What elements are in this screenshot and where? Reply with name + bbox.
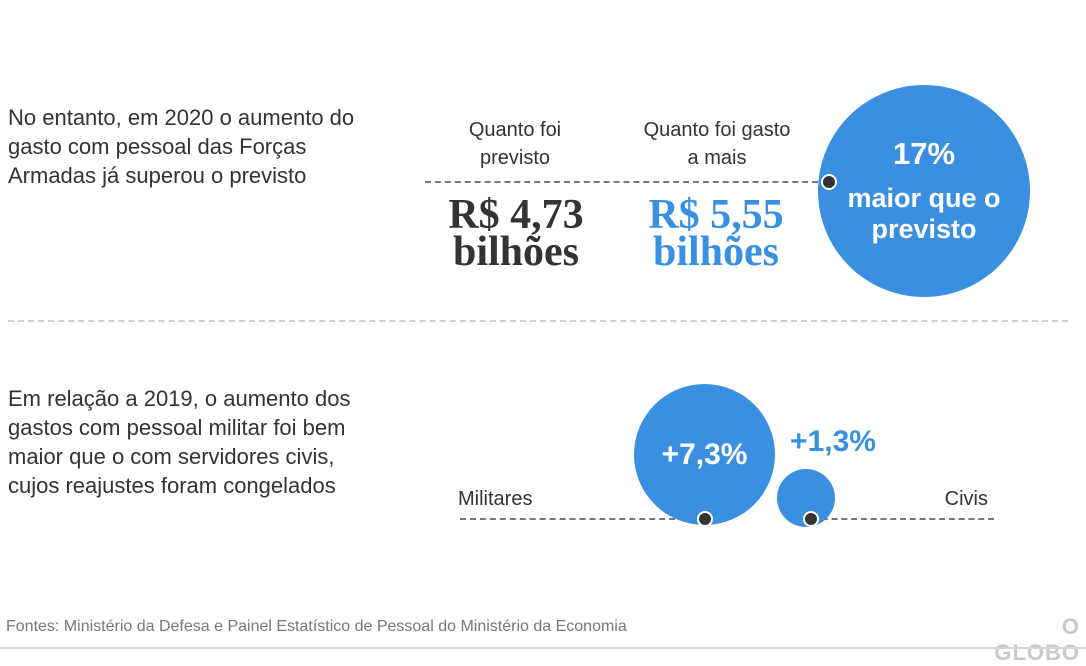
forecast-value: R$ 4,73 bilhões (448, 192, 584, 275)
civil-label: Civis (944, 488, 988, 510)
military-connector-dot (697, 511, 713, 527)
spent-value: R$ 5,55 bilhões (648, 192, 784, 275)
military-baseline (460, 518, 705, 520)
footer-rule (0, 647, 1086, 649)
sources-note: Fontes: Ministério da Defesa e Painel Es… (6, 618, 627, 635)
o-globo-logo: O GLOBO (994, 614, 1080, 665)
section-divider (8, 320, 1068, 322)
military-label: Militares (458, 488, 533, 510)
excess-caption: maior que o previsto (847, 183, 1001, 244)
civil-increase-value: +1,3% (790, 425, 876, 458)
forecast-label: Quanto foi previsto (468, 119, 562, 169)
excess-percentage: 17% (892, 136, 956, 171)
military-increase-value: +7,3% (661, 437, 748, 471)
forecast-connector-line (425, 181, 828, 183)
military-increase-bubble: +7,3% (634, 384, 775, 525)
comparison-text: Em relação a 2019, o aumento dos gastos … (8, 386, 351, 498)
civil-baseline (812, 518, 994, 520)
forecast-connector-dot (821, 174, 837, 190)
excess-percentage-bubble: 17% maior que o previsto (818, 85, 1030, 297)
intro-text: No entanto, em 2020 o aumento do gasto c… (8, 105, 355, 188)
civil-connector-dot (803, 511, 819, 527)
spent-label: Quanto foi gasto a mais (643, 119, 791, 169)
